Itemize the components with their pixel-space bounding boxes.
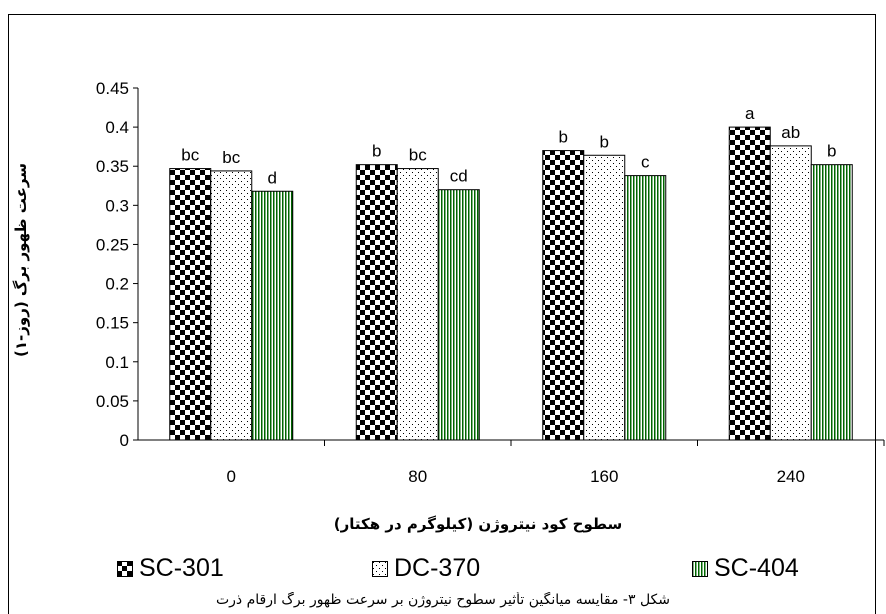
x-tick-label: 240 xyxy=(777,467,805,486)
data-label: bc xyxy=(222,148,240,167)
y-tick-label: 0.2 xyxy=(105,275,129,294)
x-tick-label: 0 xyxy=(227,467,236,486)
bar-sc-301 xyxy=(170,169,211,440)
data-label: b xyxy=(827,142,836,161)
legend-swatch-sc404 xyxy=(692,561,708,577)
data-label: b xyxy=(372,142,381,161)
data-label: d xyxy=(268,168,277,187)
y-tick-label: 0.3 xyxy=(105,196,129,215)
legend-item-dc370: DC-370 xyxy=(372,554,480,583)
bar-sc-301 xyxy=(543,151,584,440)
data-label: c xyxy=(641,153,650,172)
bar-dc-370 xyxy=(211,171,252,440)
legend-label-sc404: SC-404 xyxy=(714,554,799,583)
figure-caption: شکل ۳- مقایسه میانگین تأثیر سطوح نیتروژن… xyxy=(0,592,886,612)
bar-dc-370 xyxy=(770,146,811,440)
bar-sc-404 xyxy=(438,190,479,440)
data-label: b xyxy=(559,128,568,147)
legend-item-sc404: SC-404 xyxy=(692,554,799,583)
y-tick-label: 0.35 xyxy=(96,157,129,176)
y-tick-label: 0.15 xyxy=(96,314,129,333)
bar-sc-404 xyxy=(811,165,852,440)
bar-sc-301 xyxy=(729,127,770,440)
data-label: b xyxy=(600,132,609,151)
y-tick-label: 0.45 xyxy=(96,79,129,98)
y-axis-label: سرعت ظهور برگ (روز-۱) xyxy=(12,163,30,357)
bar-dc-370 xyxy=(584,155,625,440)
legend-swatch-dc370 xyxy=(372,561,388,577)
y-tick-label: 0.25 xyxy=(96,235,129,254)
y-tick-label: 0 xyxy=(120,431,129,450)
bar-sc-301 xyxy=(356,165,397,440)
y-tick-label: 0.1 xyxy=(105,353,129,372)
x-tick-label: 80 xyxy=(408,467,427,486)
data-label: ab xyxy=(781,123,800,142)
y-tick-label: 0.05 xyxy=(96,392,129,411)
legend-swatch-sc301 xyxy=(117,561,133,577)
data-label: a xyxy=(745,104,755,123)
legend-label-sc301: SC-301 xyxy=(139,554,224,583)
data-label: bc xyxy=(181,146,199,165)
legend-item-sc301: SC-301 xyxy=(117,554,224,583)
data-label: bc xyxy=(409,146,427,165)
bar-sc-404 xyxy=(252,191,293,440)
x-axis-label: سطوح کود نیتروژن (کیلوگرم در هکتار) xyxy=(334,515,622,533)
y-tick-label: 0.4 xyxy=(105,118,129,137)
x-tick-label: 160 xyxy=(590,467,618,486)
bar-sc-404 xyxy=(625,176,666,440)
legend-label-dc370: DC-370 xyxy=(394,554,480,583)
bar-dc-370 xyxy=(397,169,438,440)
data-label: cd xyxy=(450,167,468,186)
